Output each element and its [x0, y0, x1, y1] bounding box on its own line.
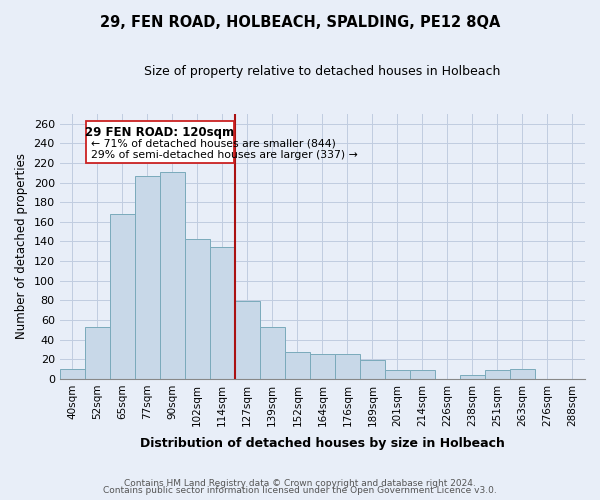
Text: 29, FEN ROAD, HOLBEACH, SPALDING, PE12 8QA: 29, FEN ROAD, HOLBEACH, SPALDING, PE12 8… [100, 15, 500, 30]
Y-axis label: Number of detached properties: Number of detached properties [15, 154, 28, 340]
Bar [160, 172, 185, 379]
Bar [460, 375, 485, 379]
Bar [110, 214, 135, 379]
Bar [235, 302, 260, 379]
Bar [285, 352, 310, 379]
Bar [260, 327, 285, 379]
Bar [85, 327, 110, 379]
Bar [385, 370, 410, 379]
Text: 29 FEN ROAD: 120sqm: 29 FEN ROAD: 120sqm [85, 126, 234, 138]
X-axis label: Distribution of detached houses by size in Holbeach: Distribution of detached houses by size … [140, 437, 505, 450]
Text: ← 71% of detached houses are smaller (844): ← 71% of detached houses are smaller (84… [91, 138, 336, 148]
Bar [360, 360, 385, 379]
Bar [335, 354, 360, 379]
Bar [310, 354, 335, 379]
Text: 29% of semi-detached houses are larger (337) →: 29% of semi-detached houses are larger (… [91, 150, 358, 160]
Title: Size of property relative to detached houses in Holbeach: Size of property relative to detached ho… [144, 65, 500, 78]
Bar [59, 369, 85, 379]
Bar [210, 248, 235, 379]
Text: Contains public sector information licensed under the Open Government Licence v3: Contains public sector information licen… [103, 486, 497, 495]
Bar [185, 238, 210, 379]
Text: Contains HM Land Registry data © Crown copyright and database right 2024.: Contains HM Land Registry data © Crown c… [124, 478, 476, 488]
Bar [135, 176, 160, 379]
Bar [510, 369, 535, 379]
Bar [485, 370, 510, 379]
FancyBboxPatch shape [86, 121, 233, 163]
Bar [410, 370, 435, 379]
